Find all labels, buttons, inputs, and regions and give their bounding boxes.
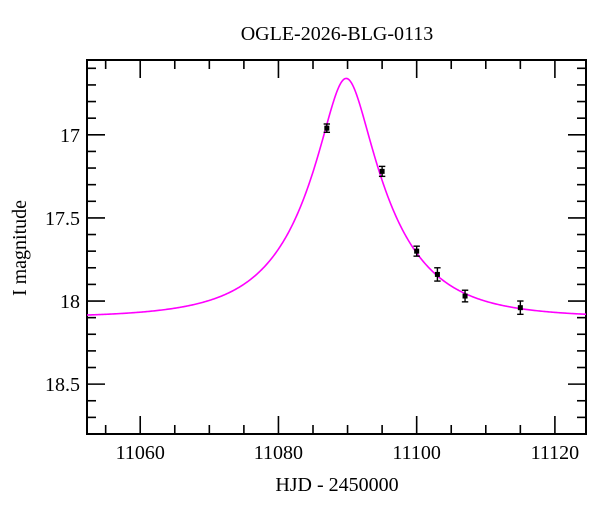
data-point	[378, 165, 386, 178]
data-point	[517, 300, 524, 316]
y-tick-label: 17.5	[45, 208, 80, 230]
point-marker	[414, 248, 420, 254]
x-tick-label: 11100	[392, 442, 441, 464]
x-tick-label: 11120	[531, 442, 580, 464]
x-axis-title: HJD - 2450000	[275, 474, 398, 496]
y-tick-label: 18.5	[45, 374, 80, 396]
data-point	[461, 289, 469, 303]
model-curve	[86, 77, 587, 316]
y-tick-label: 17	[60, 125, 80, 147]
data-point	[323, 123, 331, 134]
point-marker	[517, 305, 523, 311]
axis-tick-labels: 11060 11080 11100 11120 17 17.5 18 18.5	[45, 125, 579, 464]
point-marker	[379, 168, 385, 174]
x-tick-label: 11060	[116, 442, 165, 464]
point-marker	[462, 293, 468, 299]
plot-title: OGLE-2026-BLG-0113	[241, 23, 434, 45]
data-point	[434, 267, 441, 282]
point-marker	[324, 125, 330, 131]
frame-rect	[86, 59, 587, 435]
axis-ticks	[87, 60, 586, 435]
y-axis-title: I magnitude	[9, 200, 31, 296]
plot-frame	[86, 59, 587, 435]
x-tick-label: 11080	[254, 442, 303, 464]
model-curve-path	[86, 77, 587, 316]
data-points	[323, 123, 524, 316]
data-point	[413, 245, 420, 257]
point-marker	[434, 271, 440, 277]
y-tick-label: 18	[60, 291, 80, 313]
